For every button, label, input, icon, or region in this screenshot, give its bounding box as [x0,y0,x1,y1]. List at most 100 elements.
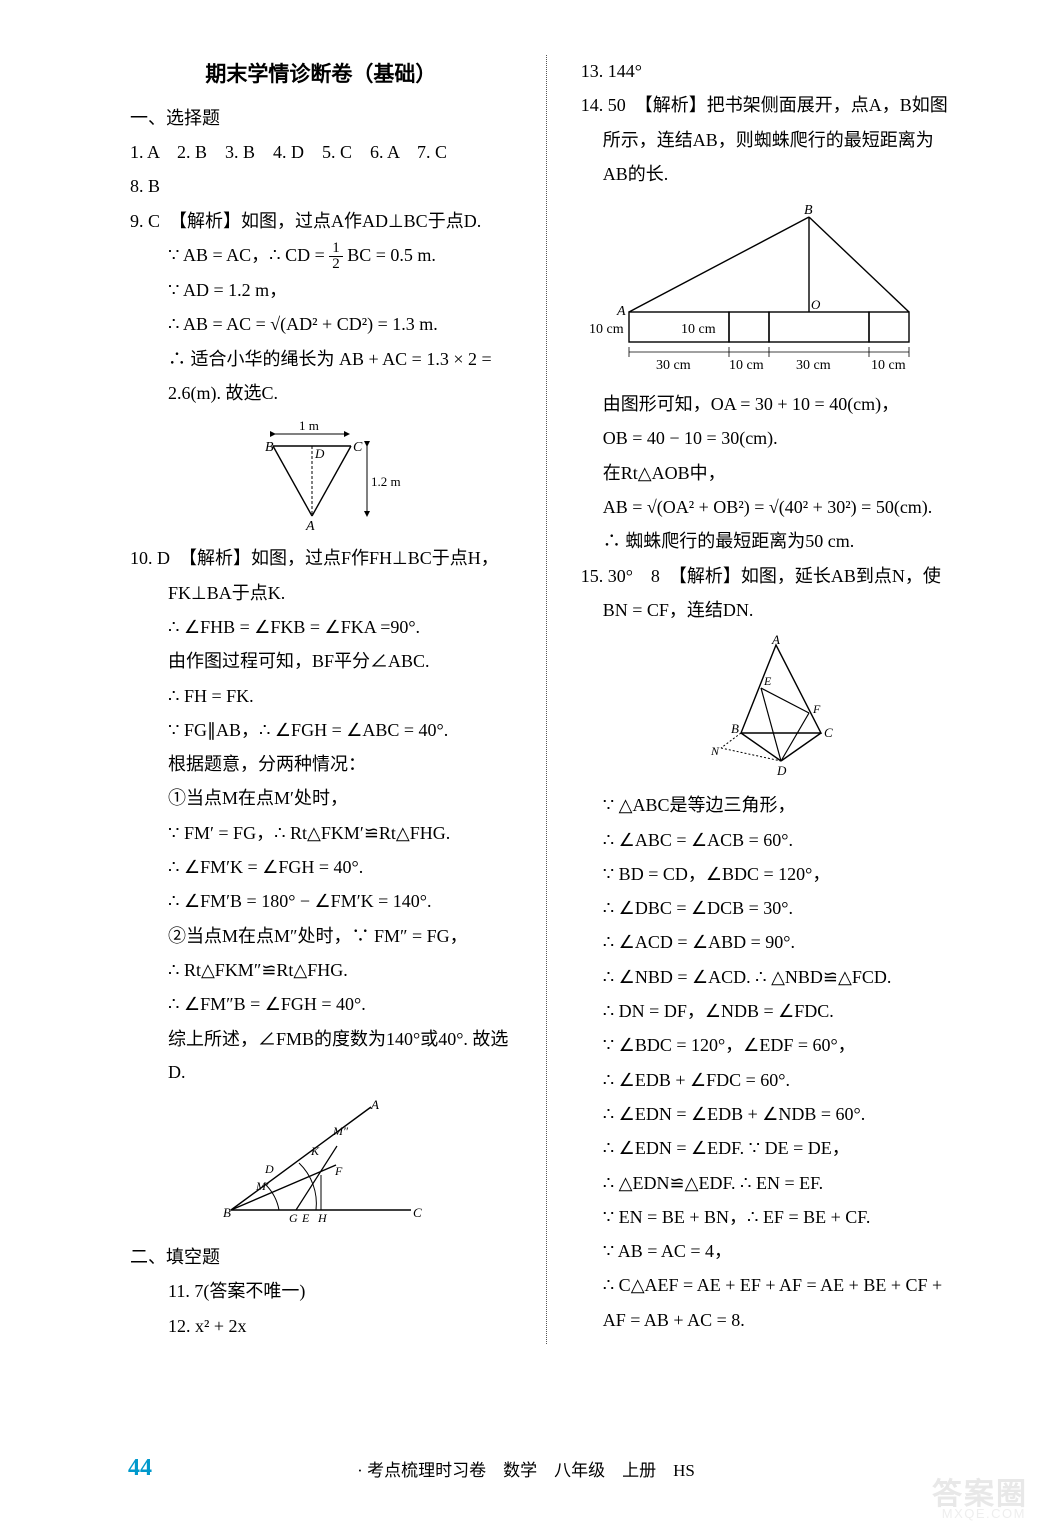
q15-l10: ∴ ∠EDB + ∠FDC = 60°. [581,1064,972,1097]
q15-l12: ∴ ∠EDN = ∠EDF. ∵ DE = DE， [581,1132,972,1165]
fig14-h10-1: 10 cm [589,322,624,337]
fig14-w10-2: 10 cm [871,358,906,373]
column-divider [546,55,547,1344]
fig10-K: K [310,1144,320,1158]
fig14-w10-1: 10 cm [729,358,764,373]
figure-q15: A B C D E F N [691,633,861,783]
q15-l8: ∴ DN = DF，∠NDB = ∠FDC. [581,995,972,1028]
q10-l13: ∴ ∠FM″B = ∠FGH = 40°. [130,988,512,1021]
fig9-D: D [314,446,325,461]
fig9-C: C [353,440,363,455]
fig10-M1: M′ [255,1179,269,1193]
q9-l2: ∵ AD = 1.2 m， [130,274,512,307]
q15-l14: ∵ EN = BE + BN，∴ EF = BE + CF. [581,1201,972,1234]
q15-l11: ∴ ∠EDN = ∠EDB + ∠NDB = 60°. [581,1098,972,1131]
q14-l1: 所示，连结AB，则蜘蛛爬行的最短距离为 [581,124,972,157]
q10-l1: FK⊥BA于点K. [130,577,512,610]
fig9-1m: 1 m [299,418,319,433]
fig10-B: B [223,1205,231,1220]
q15-l2: ∵ △ABC是等边三角形， [581,789,972,822]
watermark-url: MXQE.COM [942,1502,1026,1526]
q10-l2: ∴ ∠FHB = ∠FKB = ∠FKA =90°. [130,611,512,644]
fig14-B: B [804,203,813,218]
q9-l3: ∴ AB = AC = √(AD² + CD²) = 1.3 m. [130,308,512,341]
figure-q10: B C A G E H F D M′ K M″ [201,1095,441,1235]
q14-head: 14. 50 【解析】把书架侧面展开，点A，B如图 [581,89,972,122]
q14-l6: AB = √(OA² + OB²) = √(40² + 30²) = 50(cm… [581,491,972,524]
q10-l8: ∵ FM′ = FG，∴ Rt△FKM′≌Rt△FHG. [130,817,512,850]
fig14-O: O [811,297,821,312]
content-columns: 期末学情诊断卷（基础） 一、选择题 1. A 2. B 3. B 4. D 5.… [130,55,972,1344]
q15-l7: ∴ ∠NBD = ∠ACD. ∴ △NBD≌△FCD. [581,961,972,994]
q15-l5: ∴ ∠DBC = ∠DCB = 30°. [581,892,972,925]
fig10-H: H [317,1211,328,1225]
q14-l3: 由图形可知，OA = 30 + 10 = 40(cm)， [581,388,972,421]
figure-q14: A B O 10 cm 10 cm 30 cm 10 cm 30 cm 10 c… [581,197,971,382]
fig15-E: E [763,674,772,688]
q10-l3: 由作图过程可知，BF平分∠ABC. [130,645,512,678]
fig10-D: D [264,1162,274,1176]
q9-l5: 2.6(m). 故选C. [130,377,512,410]
fig15-B: B [731,721,739,736]
fig9-B: B [265,440,274,455]
fig10-E: E [301,1211,310,1225]
fig9-A: A [305,519,315,534]
fig14-w30-1: 30 cm [656,358,691,373]
fig14-w30-2: 30 cm [796,358,831,373]
q15-l1: BN = CF，连结DN. [581,594,972,627]
fig10-M2: M″ [332,1124,349,1138]
q15-l17: AF = AB + AC = 8. [581,1304,972,1337]
fig10-C: C [413,1205,422,1220]
q12: 12. x² + 2x [130,1310,512,1343]
fraction-half: 12 [329,241,343,274]
q10-l6: 根据题意，分两种情况： [130,748,512,781]
fig15-F: F [812,702,821,716]
q9-l1: ∵ AB = AC，∴ CD = 12 BC = 0.5 m. [130,239,512,273]
q15-head: 15. 30° 8 【解析】如图，延长AB到点N，使 [581,560,972,593]
fig10-F: F [334,1164,343,1178]
figure-q9: B C D A 1 m 1.2 m [241,416,401,536]
q11: 11. 7(答案不唯一) [130,1275,512,1308]
left-column: 期末学情诊断卷（基础） 一、选择题 1. A 2. B 3. B 4. D 5.… [130,55,512,1344]
fig10-A: A [370,1097,379,1112]
q10-head: 10. D 【解析】如图，过点F作FH⊥BC于点H， [130,542,512,575]
section-1: 一、选择题 [130,102,512,135]
fig10-G: G [289,1211,298,1225]
q9-l1a: ∵ AB = AC，∴ CD = [168,245,329,265]
q9-head: 9. C 【解析】如图，过点A作AD⊥BC于点D. [130,205,512,238]
q14-l5: 在Rt△AOB中， [581,457,972,490]
q10-l10: ∴ ∠FM′B = 180° − ∠FM′K = 140°. [130,885,512,918]
q15-l9: ∵ ∠BDC = 120°，∠EDF = 60°， [581,1029,972,1062]
q15-l16: ∴ C△AEF = AE + EF + AF = AE + BE + CF + [581,1269,972,1302]
q15-l13: ∴ △EDN≌△EDF. ∴ EN = EF. [581,1167,972,1200]
q15-l6: ∴ ∠ACD = ∠ABD = 90°. [581,926,972,959]
page-title: 期末学情诊断卷（基础） [130,55,512,94]
mc-answers-1: 1. A 2. B 3. B 4. D 5. C 6. A 7. C [130,136,512,169]
fig14-A: A [616,304,626,319]
q10-l12: ∴ Rt△FKM″≌Rt△FHG. [130,954,512,987]
q14-l4: OB = 40 − 10 = 30(cm). [581,422,972,455]
fig14-h10-2: 10 cm [681,322,716,337]
q15-l4: ∵ BD = CD，∠BDC = 120°， [581,858,972,891]
mc-answers-2: 8. B [130,170,512,203]
q9-l4: ∴ 适合小华的绳长为 AB + AC = 1.3 × 2 = [130,343,512,376]
fig15-A: A [771,633,780,647]
q10-l5: ∵ FG∥AB，∴ ∠FGH = ∠ABC = 40°. [130,714,512,747]
q10-l9: ∴ ∠FM′K = ∠FGH = 40°. [130,851,512,884]
q14-l7: ∴ 蜘蛛爬行的最短距离为50 cm. [581,525,972,558]
q10-l14: 综上所述，∠FMB的度数为140°或40°. 故选D. [130,1023,512,1090]
q9-l1b: BC = 0.5 m. [347,245,436,265]
q10-l7: ①当点M在点M′处时， [130,782,512,815]
section-2: 二、填空题 [130,1241,512,1274]
q15-l3: ∴ ∠ABC = ∠ACB = 60°. [581,824,972,857]
q10-l4: ∴ FH = FK. [130,680,512,713]
fig15-D: D [776,763,787,778]
q10-l11: ②当点M在点M″处时，∵ FM″ = FG， [130,920,512,953]
right-column: 13. 144° 14. 50 【解析】把书架侧面展开，点A，B如图 所示，连结… [581,55,972,1344]
fig9-12m: 1.2 m [371,474,401,489]
q14-l2: AB的长. [581,158,972,191]
q13: 13. 144° [581,55,972,88]
footer-text: · 考点梳理时习卷 数学 八年级 上册 HS [0,1455,1052,1486]
fig15-N: N [710,744,720,758]
q15-l15: ∵ AB = AC = 4， [581,1235,972,1268]
